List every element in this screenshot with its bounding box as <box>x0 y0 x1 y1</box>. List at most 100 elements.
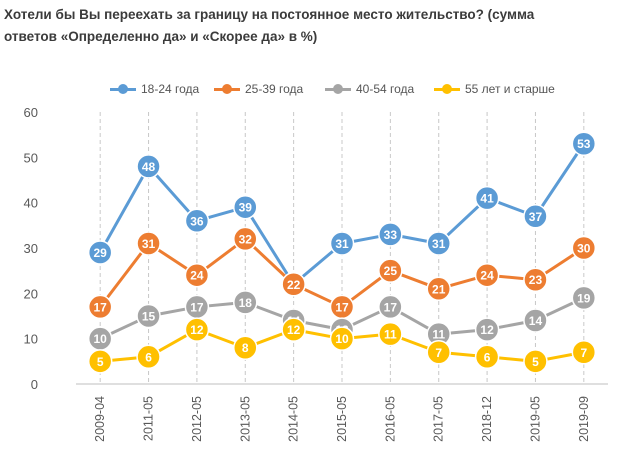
data-label: 41 <box>480 192 494 206</box>
data-label: 48 <box>142 160 156 174</box>
data-point <box>378 294 403 320</box>
data-label: 10 <box>335 332 349 346</box>
data-label: 12 <box>480 323 494 337</box>
data-point <box>474 344 500 370</box>
x-tick-label: 2013-05 <box>238 396 252 442</box>
data-point <box>571 235 597 261</box>
x-tick-label: 2017-05 <box>432 396 446 442</box>
data-label: 25 <box>384 264 398 278</box>
data-point <box>523 308 548 333</box>
data-label: 24 <box>480 269 494 283</box>
data-point <box>329 326 355 351</box>
data-label: 17 <box>190 300 204 314</box>
data-label: 31 <box>142 237 156 251</box>
data-label: 22 <box>287 278 301 292</box>
data-point <box>426 340 451 365</box>
data-point <box>184 317 210 342</box>
data-point <box>87 240 113 265</box>
data-point <box>474 262 500 288</box>
data-label: 5 <box>97 355 104 369</box>
data-label: 33 <box>384 228 398 242</box>
data-label: 6 <box>484 350 491 364</box>
data-point <box>87 294 113 320</box>
data-point <box>523 349 548 374</box>
data-point <box>378 321 403 347</box>
x-tick-label: 2015-05 <box>335 396 349 442</box>
data-label: 17 <box>384 300 398 314</box>
x-tick-label: 2009-04 <box>93 396 107 442</box>
data-label: 15 <box>142 310 156 324</box>
data-point <box>474 185 500 211</box>
y-tick-label: 20 <box>24 286 38 301</box>
data-point <box>426 276 451 302</box>
y-tick-label: 0 <box>31 377 38 392</box>
x-tick-label: 2018-12 <box>480 396 494 442</box>
data-point <box>87 349 113 374</box>
y-tick-label: 60 <box>24 105 38 120</box>
data-point <box>571 131 597 156</box>
legend-label: 40-54 года <box>356 82 415 96</box>
chart-title-line-1: Хотели бы Вы переехать за границу на пос… <box>4 7 535 22</box>
data-point <box>184 208 210 234</box>
data-point <box>233 335 258 360</box>
legend-swatch <box>214 83 240 95</box>
data-label: 11 <box>384 328 397 342</box>
chart-title: Хотели бы Вы переехать за границу на пос… <box>4 4 640 48</box>
data-point <box>136 303 161 329</box>
data-label: 21 <box>432 282 446 296</box>
x-tick-label: 2016-05 <box>383 396 397 442</box>
data-point <box>378 258 403 283</box>
legend-label: 25-39 года <box>245 82 304 96</box>
data-point <box>233 290 258 315</box>
legend-label: 55 лет и старше <box>465 82 555 96</box>
data-point <box>378 222 403 247</box>
y-tick-label: 30 <box>24 241 38 256</box>
legend-label: 18-24 года <box>141 82 200 96</box>
data-label: 11 <box>432 328 445 342</box>
x-tick-label: 2012-05 <box>190 396 204 442</box>
data-label: 7 <box>435 346 442 360</box>
data-label: 53 <box>577 137 591 151</box>
data-label: 39 <box>239 201 253 215</box>
legend-swatch <box>325 83 351 95</box>
data-label: 7 <box>580 346 587 360</box>
data-point <box>136 154 161 179</box>
data-point <box>571 340 597 365</box>
data-point <box>136 344 161 370</box>
data-label: 17 <box>335 300 349 314</box>
data-point <box>426 231 451 256</box>
data-label: 31 <box>432 237 446 251</box>
legend-item: 55 лет и старше <box>434 76 555 102</box>
data-label: 17 <box>94 300 108 314</box>
data-label: 5 <box>532 355 539 369</box>
data-label: 6 <box>145 350 152 364</box>
data-label: 30 <box>577 242 591 256</box>
data-point <box>571 285 597 311</box>
data-point <box>523 204 548 229</box>
data-label: 36 <box>190 214 204 228</box>
data-point <box>523 267 548 292</box>
chart-title-line-2: ответов «Определенно да» и «Скорее да» в… <box>4 29 318 44</box>
data-label: 31 <box>335 237 349 251</box>
data-label: 23 <box>529 273 543 287</box>
y-tick-label: 50 <box>24 150 38 165</box>
data-label: 14 <box>529 314 543 328</box>
x-tick-label: 2019-09 <box>577 396 591 442</box>
legend-item: 25-39 года <box>214 76 303 102</box>
data-label: 12 <box>287 323 301 337</box>
data-label: 32 <box>239 232 253 246</box>
legend-item: 40-54 года <box>325 76 414 102</box>
data-label: 24 <box>190 269 204 283</box>
data-point <box>281 272 306 297</box>
legend-swatch <box>434 83 460 95</box>
y-tick-label: 40 <box>24 196 38 211</box>
data-label: 18 <box>239 296 253 310</box>
data-point <box>184 262 210 288</box>
legend-swatch <box>110 83 136 95</box>
legend-item: 18-24 года <box>110 76 199 102</box>
data-point <box>233 194 258 220</box>
data-label: 10 <box>94 332 108 346</box>
data-point <box>281 317 306 342</box>
data-point <box>233 226 258 252</box>
